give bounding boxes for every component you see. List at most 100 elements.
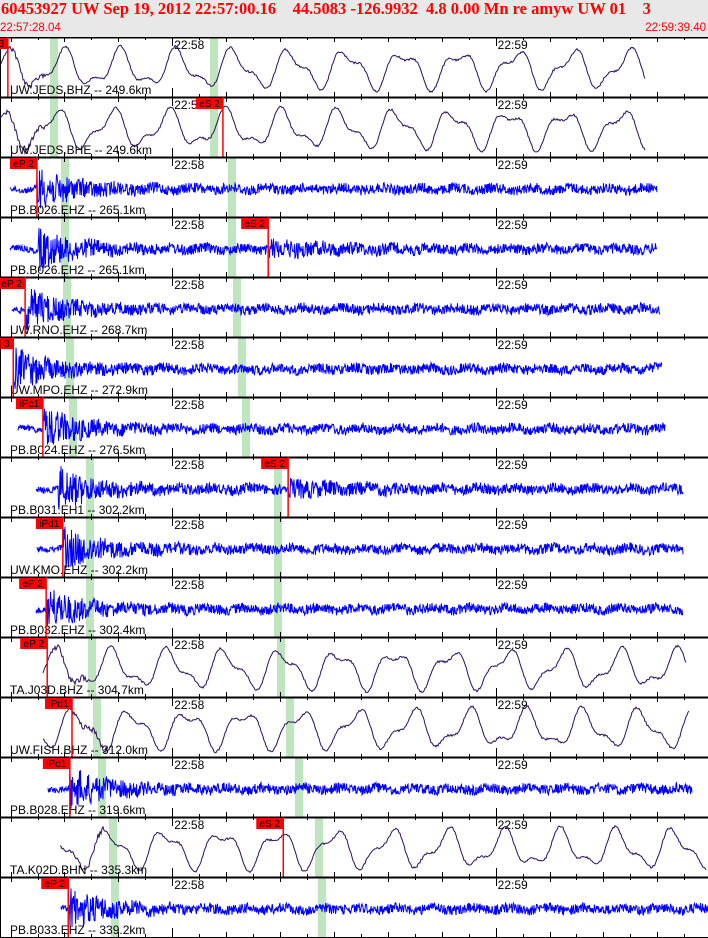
phase-pick-flag[interactable]: [41, 878, 69, 889]
time-tick-label: 22:59: [498, 278, 528, 292]
time-tick-label: 22:58: [174, 818, 204, 832]
time-tick-label: 22:59: [498, 158, 528, 172]
arrival-window: [274, 457, 282, 517]
phase-pick-label: eS 2: [244, 219, 265, 230]
time-tick-label: 22:58: [174, 218, 204, 232]
arrival-window: [274, 577, 282, 637]
event-header: 60453927 UW Sep 19, 2012 22:57:00.16 44.…: [0, 0, 708, 37]
station-label: UW.KMO.EHZ -- 302.2km: [10, 563, 148, 577]
phase-pick-label: eS 2: [259, 819, 280, 830]
arrival-window: [277, 637, 285, 697]
arrival-window: [111, 877, 119, 937]
phase-pick-flag[interactable]: [19, 578, 47, 589]
waveform-trace: [9, 227, 658, 272]
time-ticks: [11, 37, 685, 97]
phase-pick-label: eP 2: [13, 159, 34, 170]
time-tick-label: 22:59: [498, 638, 528, 652]
arrival-window: [93, 697, 101, 757]
phase-pick-flag[interactable]: [42, 758, 70, 769]
station-label: UW.JEDS.BHZ -- 249.6km: [10, 83, 151, 97]
time-ticks: [11, 457, 685, 517]
waveform-panel[interactable]: 22:58 22:59 PB.B032.EHZ -- 302.4km eP 2: [0, 576, 708, 637]
waveform-trace: [36, 526, 684, 569]
time-tick-label: 22:59: [498, 518, 528, 532]
time-tick-label: 22:59: [498, 878, 528, 892]
phase-pick-label: eS 2: [199, 99, 220, 110]
waveform-panel[interactable]: 22:58 22:59 PB.B026.EHZ -- 265.1km eP 2: [0, 156, 708, 217]
waveform-panel[interactable]: 22:58 22:59 UW.JEDS.BHZ -- 249.6km 3: [0, 37, 708, 97]
waveform-panel[interactable]: 22:58 22:59 UW.MPO.EHZ -- 272.9km 3: [0, 336, 708, 397]
station-label: PB.B033.EHZ -- 339.2km: [10, 923, 145, 937]
arrival-window: [274, 517, 282, 577]
station-label: PB.B028.EHZ -- 319.6km: [10, 803, 145, 817]
phase-pick-flag[interactable]: [256, 818, 284, 829]
waveform-trace: [42, 644, 687, 694]
waveform-trace: [47, 770, 693, 809]
phase-pick-label: iPd1: [46, 759, 66, 770]
phase-pick-flag[interactable]: [0, 338, 14, 349]
phase-pick-flag[interactable]: [261, 458, 289, 469]
time-tick-label: 22:59: [498, 98, 528, 112]
time-tick-label: 22:58: [174, 578, 204, 592]
time-tick-label: 22:59: [498, 218, 528, 232]
arrival-window: [88, 637, 96, 697]
arrival-window: [286, 697, 294, 757]
phase-pick-flag[interactable]: [195, 98, 223, 109]
time-tick-label: 22:59: [498, 698, 528, 712]
phase-pick-flag[interactable]: [241, 218, 269, 229]
waveform-trace: [0, 105, 646, 156]
waveform-panel[interactable]: 22:58 22:59 UW.FISH.BHZ -- 312.0km iPd1: [0, 696, 708, 757]
phase-pick-flag[interactable]: [45, 698, 73, 709]
waveform-panel[interactable]: 22:58 22:59 PB.B033.EHZ -- 339.2km eP 2: [0, 876, 708, 937]
waveform-panel[interactable]: 22:58 22:59 PB.B026.EH2 -- 265.1km eS 2: [0, 216, 708, 277]
waveform-trace: [35, 590, 684, 626]
phase-pick-label: eP 2: [24, 639, 45, 650]
station-label: PB.B032.EHZ -- 302.4km: [10, 623, 145, 637]
phase-pick-label: eP 2: [1, 279, 22, 290]
station-label: PB.B026.EH2 -- 265.1km: [10, 263, 145, 277]
phase-pick-label: iPd1: [39, 519, 59, 530]
waveform-trace: [60, 887, 708, 928]
time-ticks: [11, 517, 685, 577]
phase-pick-label: iPd1: [48, 699, 68, 710]
phase-pick-label: eP 2: [45, 879, 66, 890]
time-tick-label: 22:58: [174, 458, 204, 472]
waveform-trace: [9, 169, 658, 209]
arrival-window: [210, 37, 218, 97]
waveform-trace: [35, 466, 684, 510]
time-tick-label: 22:59: [498, 338, 528, 352]
station-label: TA.J03D.BHZ -- 304.7km: [10, 683, 144, 697]
phase-pick-label: eS 2: [264, 459, 285, 470]
phase-pick-flag[interactable]: [35, 518, 63, 529]
time-tick-label: 22:59: [498, 818, 528, 832]
waveform-panel[interactable]: 22:58 22:59 UW.KMO.EHZ -- 302.2km iPd1: [0, 516, 708, 577]
station-label: UW.JEDS.BHE -- 249.6km: [10, 143, 152, 157]
waveform-panel[interactable]: 22:58 22:59 PB.B031.EH1 -- 302.2km eS 2: [0, 456, 708, 517]
waveform-panel[interactable]: 22:58 22:59 PB.B024.EHZ -- 276.5km iPc1: [0, 396, 708, 457]
phase-pick-flag[interactable]: [9, 158, 37, 169]
arrival-window: [210, 97, 218, 157]
time-ticks: [11, 757, 685, 817]
phase-pick-flag[interactable]: [15, 398, 43, 409]
waveform-panel[interactable]: 22:58 22:59 UW.RNO.EHZ -- 268.7km eP 2: [0, 276, 708, 337]
time-tick-label: 22:59: [498, 458, 528, 472]
time-tick-label: 22:58: [174, 278, 204, 292]
arrival-window: [228, 217, 236, 277]
time-tick-label: 22:58: [174, 38, 204, 52]
waveform-panel[interactable]: 22:58 22:59 PB.B028.EHZ -- 319.6km iPd1: [0, 756, 708, 817]
waveform-trace: [59, 825, 707, 874]
time-ticks: [11, 397, 685, 457]
station-label: PB.B024.EHZ -- 276.5km: [10, 443, 145, 457]
arrival-window: [109, 817, 117, 877]
waveform-panel[interactable]: 22:58 22:59 TA.J03D.BHZ -- 304.7km eP 2: [0, 636, 708, 697]
phase-pick-flag[interactable]: [0, 38, 8, 49]
phase-pick-flag[interactable]: [0, 278, 26, 289]
time-tick-label: 22:58: [174, 638, 204, 652]
station-label: UW.MPO.EHZ -- 272.9km: [10, 383, 148, 397]
waveform-panel[interactable]: 22:58 22:59 TA.K02D.BHN -- 335.3km eS 2: [0, 816, 708, 877]
time-tick-label: 22:58: [174, 398, 204, 412]
time-tick-label: 22:59: [498, 398, 528, 412]
phase-pick-flag[interactable]: [20, 638, 48, 649]
